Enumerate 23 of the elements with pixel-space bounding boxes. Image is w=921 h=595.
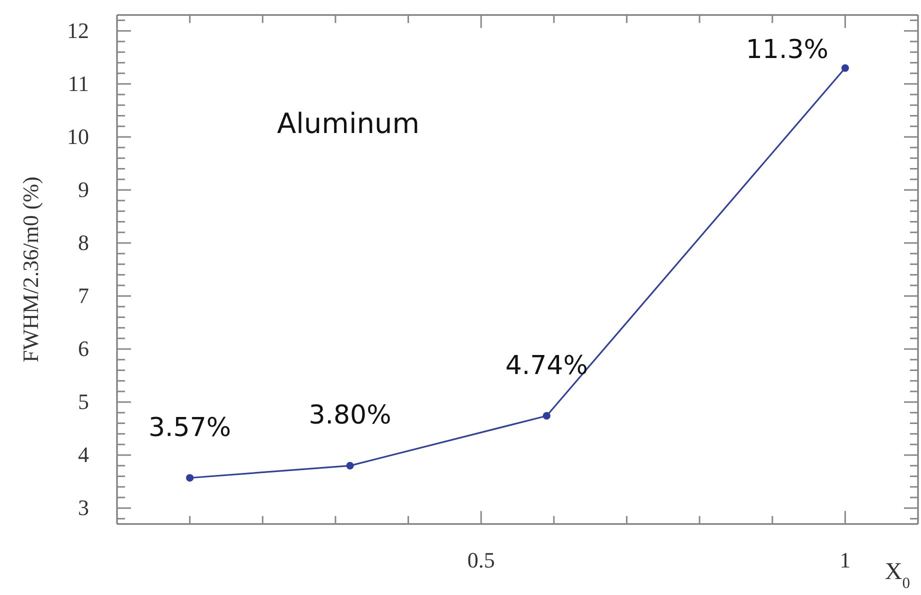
y-tick-label: 12 (67, 18, 89, 43)
y-tick-label: 5 (78, 389, 89, 414)
data-label: 3.80% (308, 400, 392, 431)
x-tick-label: 1 (840, 548, 851, 573)
y-tick-label: 11 (68, 70, 89, 96)
y-tick-label: 7 (78, 283, 89, 308)
y-tick-label: 6 (78, 336, 89, 362)
y-tick-label: 8 (78, 230, 89, 256)
x-tick-label: 0.5 (467, 548, 495, 573)
point (346, 462, 354, 470)
y-tick-label: 9 (78, 177, 89, 202)
annotation: Aluminum (277, 107, 420, 140)
y-tick-label: 10 (67, 124, 89, 149)
point (841, 64, 849, 72)
x-axis-title: X$_{0}$ (884, 559, 910, 592)
point (542, 412, 550, 420)
y-tick-label: 3 (78, 495, 89, 520)
data-label: 4.74% (505, 350, 588, 381)
point (186, 474, 194, 482)
y-tick-label: 4 (78, 442, 89, 468)
data-label: 3.57% (148, 412, 232, 443)
y-axis-title: FWHM/2.36/m0 (%) (18, 176, 43, 362)
data-label: 11.3% (746, 35, 828, 66)
